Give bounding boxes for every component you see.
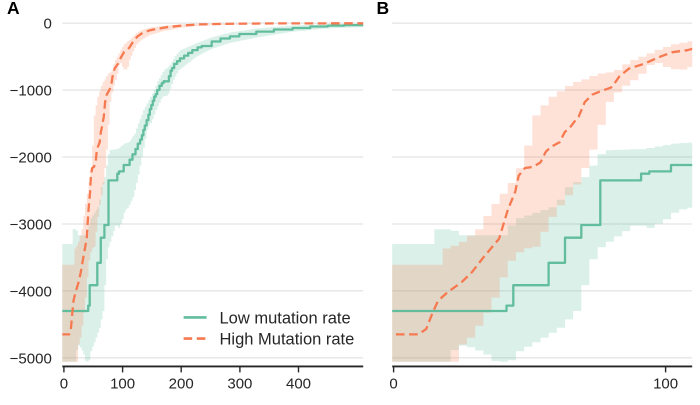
svg-text:High Mutation rate: High Mutation rate [220, 331, 355, 349]
svg-text:200: 200 [169, 376, 194, 393]
svg-text:−1000: −1000 [10, 83, 52, 100]
svg-text:0: 0 [60, 376, 68, 393]
svg-text:−4000: −4000 [10, 283, 52, 300]
svg-text:100: 100 [653, 376, 678, 393]
svg-text:400: 400 [286, 376, 311, 393]
svg-text:−5000: −5000 [10, 350, 52, 367]
svg-text:B: B [377, 0, 390, 18]
svg-text:0: 0 [43, 16, 51, 33]
svg-text:−3000: −3000 [10, 216, 52, 233]
svg-text:0: 0 [389, 376, 397, 393]
svg-text:Low mutation rate: Low mutation rate [220, 309, 351, 327]
svg-text:100: 100 [110, 376, 135, 393]
svg-text:−2000: −2000 [10, 150, 52, 167]
svg-text:A: A [7, 0, 20, 18]
svg-text:300: 300 [227, 376, 252, 393]
